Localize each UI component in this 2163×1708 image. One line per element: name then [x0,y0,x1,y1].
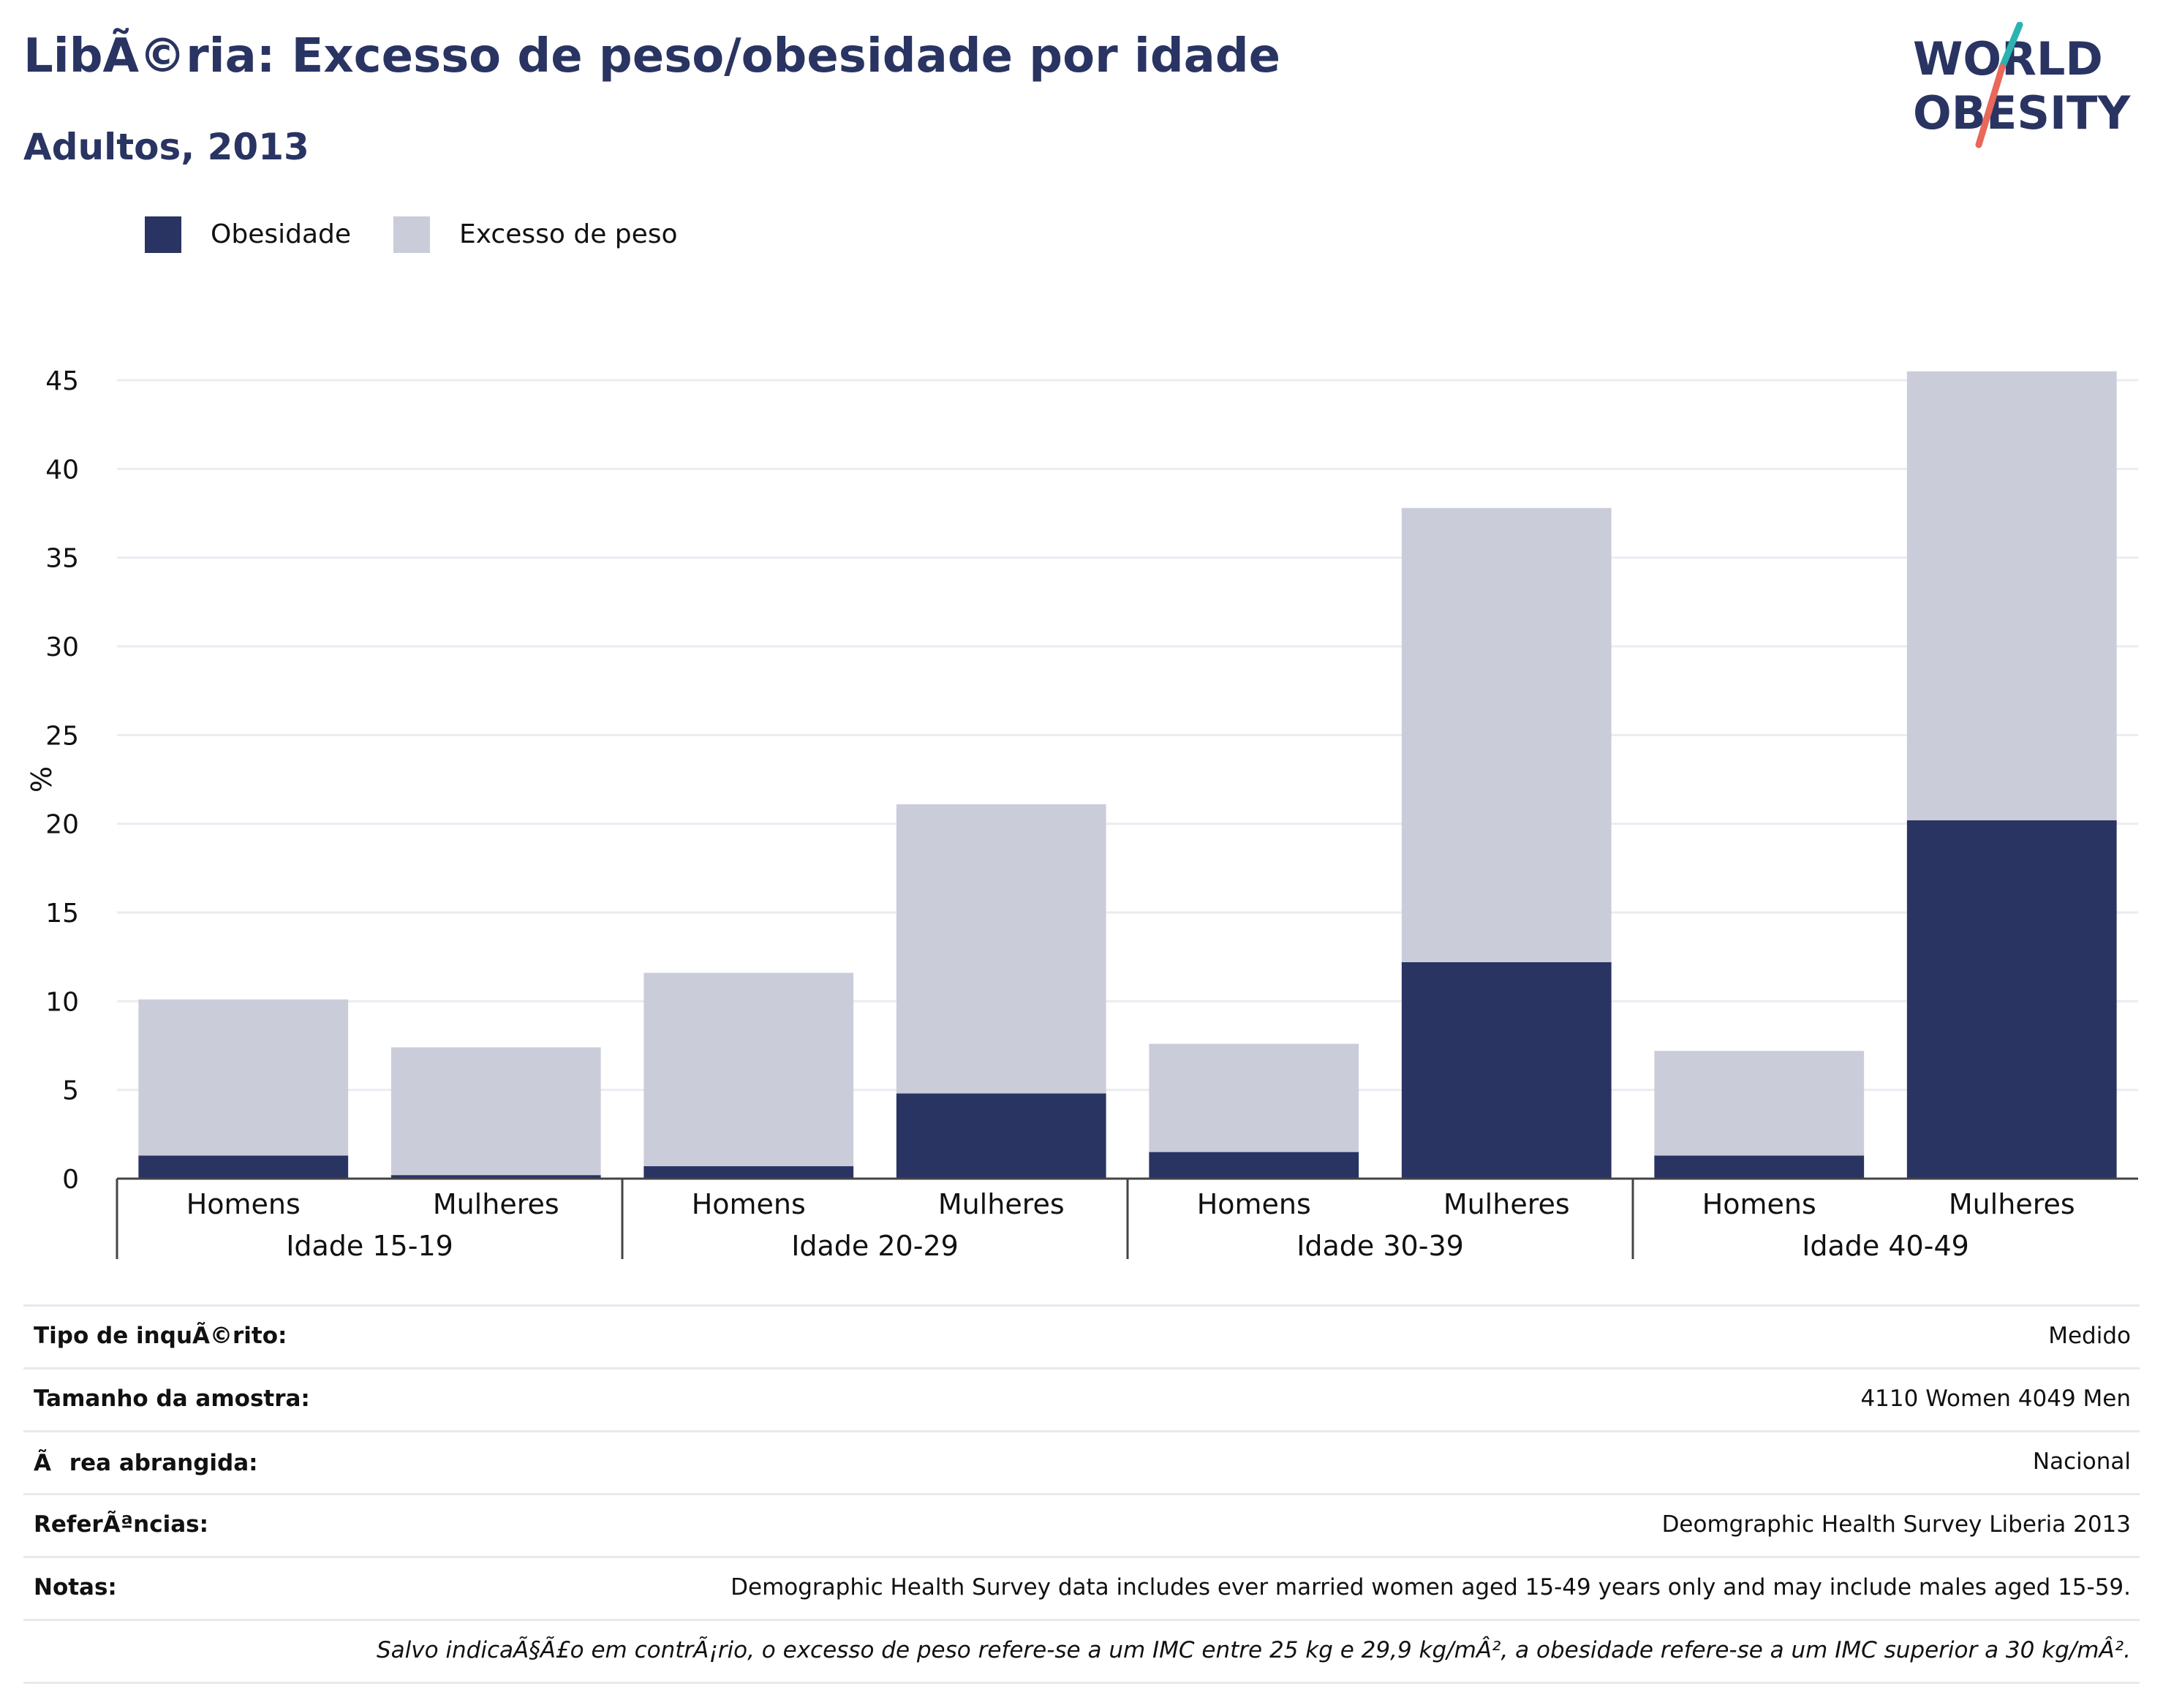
bar-obesity [1149,1152,1359,1179]
x-category-label: Homens [1702,1188,1816,1220]
legend-swatch-obesity [145,216,181,253]
y-tick-label: 35 [45,544,79,574]
legend-label-obesity: Obesidade [211,219,352,249]
bar-obesity [1401,961,1612,1179]
legend-label-overweight: Excesso de peso [459,219,678,249]
bar-obesity [390,1175,601,1179]
x-category-label: Mulheres [433,1188,559,1220]
info-value-references: Deomgraphic Health Survey Liberia 2013 [1661,1511,2131,1538]
x-category-label: Homens [1197,1188,1311,1220]
bar-overweight [138,999,349,1156]
info-value-area-covered: Nacional [2032,1448,2131,1475]
x-group-label: Idade 15-19 [286,1230,453,1262]
logo-word-obesity: OBESITY [1913,86,2131,140]
x-category-label: Mulheres [1949,1188,2075,1220]
bar-overweight [1906,371,2117,820]
y-tick-label: 10 [45,987,79,1017]
info-row-notes: Notas: Demographic Health Survey data in… [23,1556,2140,1619]
y-axis-label: % [26,766,58,793]
info-label-notes: Notas: [34,1574,117,1601]
x-category-label: Homens [186,1188,301,1220]
y-tick-label: 45 [45,366,79,396]
y-tick-label: 0 [62,1165,79,1195]
info-label-area-covered: Ãrea abrangida: [34,1450,258,1476]
world-obesity-logo: WORLD OBESITY [1913,22,2131,148]
y-tick-label: 30 [45,632,79,662]
x-category-label: Homens [692,1188,806,1220]
bar-overweight [1654,1051,1865,1156]
y-tick-label: 5 [62,1076,79,1106]
bar-overweight [390,1047,601,1176]
bar-obesity [1654,1155,1865,1179]
bar-overweight [1401,507,1612,962]
bar-obesity [896,1093,1106,1179]
info-row-references: ReferÃªncias: Deomgraphic Health Survey … [23,1493,2140,1556]
bar-overweight [896,804,1106,1094]
y-tick-label: 20 [45,810,79,840]
chart-title: LibÃ©ria: Excesso de peso/obesidade por … [23,29,1281,83]
info-footnote: Salvo indicaÃ§Ã£o em contrÃ¡rio, o exces… [376,1637,2131,1663]
bar-overweight [1149,1043,1359,1152]
survey-info-table: Tipo de inquÃ©rito: Medido Tamanho da am… [23,1304,2140,1684]
bar-obesity [643,1166,854,1179]
y-tick-label: 25 [45,721,79,751]
x-group-label: Idade 40-49 [1802,1230,1969,1262]
info-row-area-covered: Ãrea abrangida: Nacional [23,1430,2140,1493]
bar-overweight [643,972,854,1167]
info-label-sample-size: Tamanho da amostra: [34,1386,310,1412]
info-value-survey-type: Medido [2048,1323,2131,1349]
info-row-footnote: Salvo indicaÃ§Ã£o em contrÃ¡rio, o exces… [23,1619,2140,1684]
bar-obesity [138,1155,349,1179]
info-label-references: ReferÃªncias: [34,1511,209,1538]
x-group-label: Idade 30-39 [1296,1230,1464,1262]
chart-subtitle: Adultos, 2013 [23,126,309,168]
info-value-sample-size: 4110 Women 4049 Men [1860,1386,2131,1412]
info-row-survey-type: Tipo de inquÃ©rito: Medido [23,1304,2140,1367]
bar-obesity [1906,820,2117,1179]
x-group-label: Idade 20-29 [791,1230,959,1262]
x-category-label: Mulheres [938,1188,1065,1220]
logo-slash-coral [1975,64,2006,148]
stacked-bar-chart: 0 5 10 15 20 25 30 35 40 45% Homens Mulheres Homens M… [26,366,2138,1262]
info-label-survey-type: Tipo de inquÃ©rito: [34,1323,287,1349]
legend-swatch-overweight [393,216,430,253]
logo-slash-teal [1998,22,2023,71]
info-value-notes: Demographic Health Survey data includes … [731,1574,2131,1601]
info-row-sample-size: Tamanho da amostra: 4110 Women 4049 Men [23,1367,2140,1430]
x-category-label: Mulheres [1443,1188,1570,1220]
y-tick-label: 40 [45,455,79,485]
y-tick-label: 15 [45,899,79,929]
